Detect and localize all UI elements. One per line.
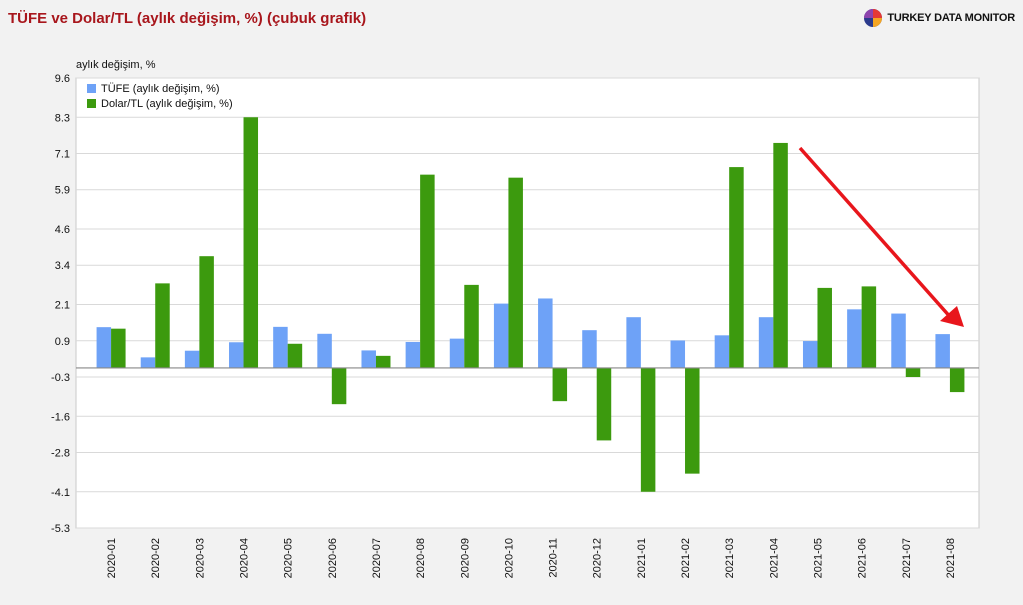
y-tick-label: 9.6: [55, 73, 70, 85]
x-tick-label: 2020-11: [548, 538, 560, 578]
bar-dolar: [596, 367, 612, 441]
bar-tufe: [670, 340, 686, 368]
turkey-data-monitor-logo-icon: [864, 9, 883, 27]
x-tick-label: 2021-04: [768, 538, 780, 578]
bar-tufe: [96, 327, 112, 368]
y-axis-label: aylık değişim, %: [76, 59, 156, 71]
bar-dolar: [111, 328, 126, 368]
y-tick-label: 8.3: [55, 112, 70, 124]
bars: [96, 117, 965, 492]
legend-label-dolar: Dolar/TL (aylık değişim, %): [101, 98, 233, 110]
y-tick-label: 0.9: [55, 336, 70, 348]
x-tick-label: 2021-06: [857, 538, 869, 578]
bar-tufe: [758, 317, 774, 368]
bar-tufe: [184, 350, 200, 368]
x-tick-label: 2020-04: [239, 538, 251, 578]
bar-tufe: [273, 326, 288, 368]
x-tick-labels: 2020-01 2020-02 2020-03 2020-04 2020-05 2020-…: [106, 538, 957, 578]
bar-dolar: [773, 142, 788, 368]
page-title: TÜFE ve Dolar/TL (aylık değişim, %) (çub…: [8, 10, 367, 27]
y-tick-label: -0.3: [51, 372, 70, 384]
bar-dolar: [508, 177, 523, 368]
x-tick-label: 2020-01: [106, 538, 118, 578]
bar-dolar: [464, 284, 479, 368]
y-tick-label: 2.1: [55, 300, 70, 312]
x-tick-label: 2021-05: [812, 538, 824, 578]
bar-dolar: [375, 355, 391, 368]
bar-dolar: [287, 343, 303, 368]
trend-arrow-annotation: [798, 146, 964, 327]
y-tick-label: -4.1: [51, 487, 70, 499]
bar-dolar: [155, 283, 170, 368]
bar-dolar: [640, 367, 656, 492]
y-tick-label: 3.4: [55, 260, 70, 272]
bar-tufe: [847, 309, 862, 368]
x-tick-label: 2020-05: [283, 538, 295, 578]
bar-tufe: [626, 317, 641, 368]
x-tick-label: 2020-07: [371, 538, 383, 578]
arrow-shaft: [798, 146, 954, 321]
x-tick-label: 2020-06: [327, 538, 339, 578]
bar-dolar: [861, 286, 877, 368]
bar-tufe: [935, 334, 950, 368]
brand: TURKEY DATA MONITOR: [863, 8, 1015, 28]
x-tick-label: 2021-03: [724, 538, 736, 578]
bar-tufe: [405, 341, 421, 368]
x-tick-label: 2020-03: [194, 538, 206, 578]
bar-tufe: [802, 341, 818, 368]
x-tick-label: 2020-10: [503, 538, 515, 578]
x-tick-label: 2021-08: [945, 538, 957, 578]
y-tick-label: -1.6: [51, 411, 70, 423]
bar-tufe: [891, 313, 906, 368]
bar-tufe: [140, 357, 156, 368]
bar-dolar: [420, 174, 435, 368]
legend-swatch-tufe: [87, 84, 96, 93]
y-tick-label: 5.9: [55, 185, 70, 197]
legend-swatch-dolar: [87, 99, 96, 108]
grid-lines: [76, 77, 979, 529]
x-tick-label: 2021-01: [636, 538, 648, 578]
y-tick-label: -2.8: [51, 447, 70, 459]
bar-tufe: [582, 330, 597, 368]
bar-dolar: [331, 367, 347, 405]
y-tick-label: 4.6: [55, 224, 70, 236]
bar-dolar: [199, 256, 214, 368]
x-tick-label: 2020-08: [415, 538, 427, 578]
x-tick-label: 2020-09: [459, 538, 471, 578]
x-tick-label: 2020-02: [150, 538, 162, 578]
bar-dolar: [729, 167, 744, 368]
bar-dolar: [552, 367, 568, 402]
bar-tufe: [361, 350, 376, 368]
y-tick-label: -5.3: [51, 523, 70, 535]
x-tick-label: 2020-12: [592, 538, 604, 578]
x-tick-label: 2021-07: [901, 538, 913, 578]
bar-tufe: [538, 298, 553, 368]
legend: TÜFE (aylık değişim, %) Dolar/TL (aylık …: [87, 83, 233, 110]
bar-tufe: [449, 338, 465, 368]
bar-dolar: [243, 117, 259, 368]
bar-tufe: [317, 333, 332, 368]
y-tick-labels: 9.6 8.3 7.1 5.9 4.6 3.4 2.1 0.9 -0.3 -1.6 -2.8 -4.1…: [51, 73, 70, 535]
legend-label-tufe: TÜFE (aylık değişim, %): [101, 83, 220, 95]
arrow-head: [940, 306, 964, 327]
bar-tufe: [714, 335, 730, 368]
x-tick-label: 2021-02: [680, 538, 692, 578]
bar-dolar: [685, 367, 700, 474]
bar-tufe: [229, 342, 244, 368]
y-tick-label: 7.1: [55, 149, 70, 161]
bar-dolar: [817, 287, 832, 368]
bar-dolar: [905, 367, 921, 377]
brand-name: TURKEY DATA MONITOR: [887, 12, 1015, 24]
bar-dolar: [949, 367, 965, 393]
bar-tufe: [493, 303, 509, 368]
